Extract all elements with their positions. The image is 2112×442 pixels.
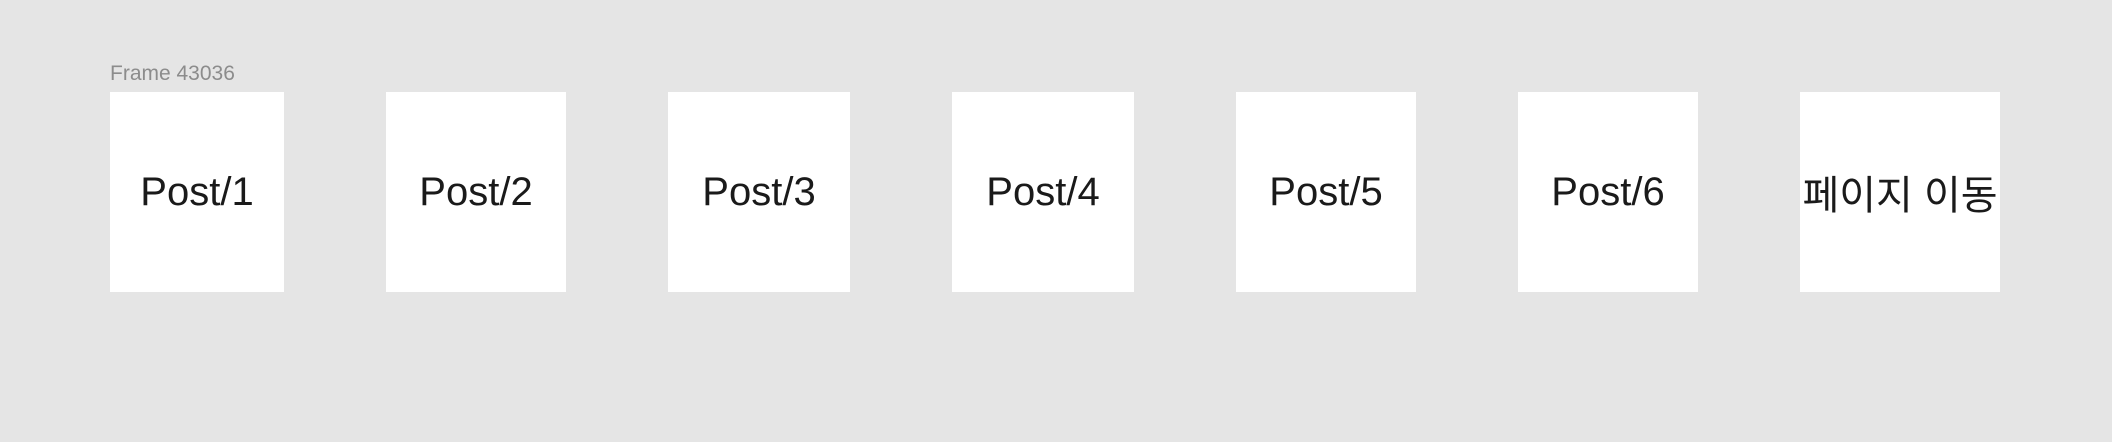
- frame-label[interactable]: Frame 43036: [110, 62, 235, 85]
- post-1-card[interactable]: Post/1: [110, 92, 284, 292]
- post-6-label: Post/6: [1551, 169, 1665, 214]
- page-navigation-label: 페이지 이동: [1802, 174, 1998, 218]
- frame-43036[interactable]: Post/1 Post/2 Post/3 Post/4 Post/5 Post/…: [110, 92, 2000, 292]
- post-3-card[interactable]: Post/3: [668, 92, 850, 292]
- post-2-label: Post/2: [419, 169, 533, 214]
- post-3-label: Post/3: [702, 169, 816, 214]
- post-5-card[interactable]: Post/5: [1236, 92, 1416, 292]
- post-6-card[interactable]: Post/6: [1518, 92, 1698, 292]
- page-navigation-card[interactable]: 페이지 이동: [1800, 92, 2000, 292]
- post-5-label: Post/5: [1269, 169, 1383, 214]
- post-1-label: Post/1: [140, 169, 254, 214]
- post-4-label: Post/4: [986, 169, 1100, 214]
- post-4-card[interactable]: Post/4: [952, 92, 1134, 292]
- post-2-card[interactable]: Post/2: [386, 92, 566, 292]
